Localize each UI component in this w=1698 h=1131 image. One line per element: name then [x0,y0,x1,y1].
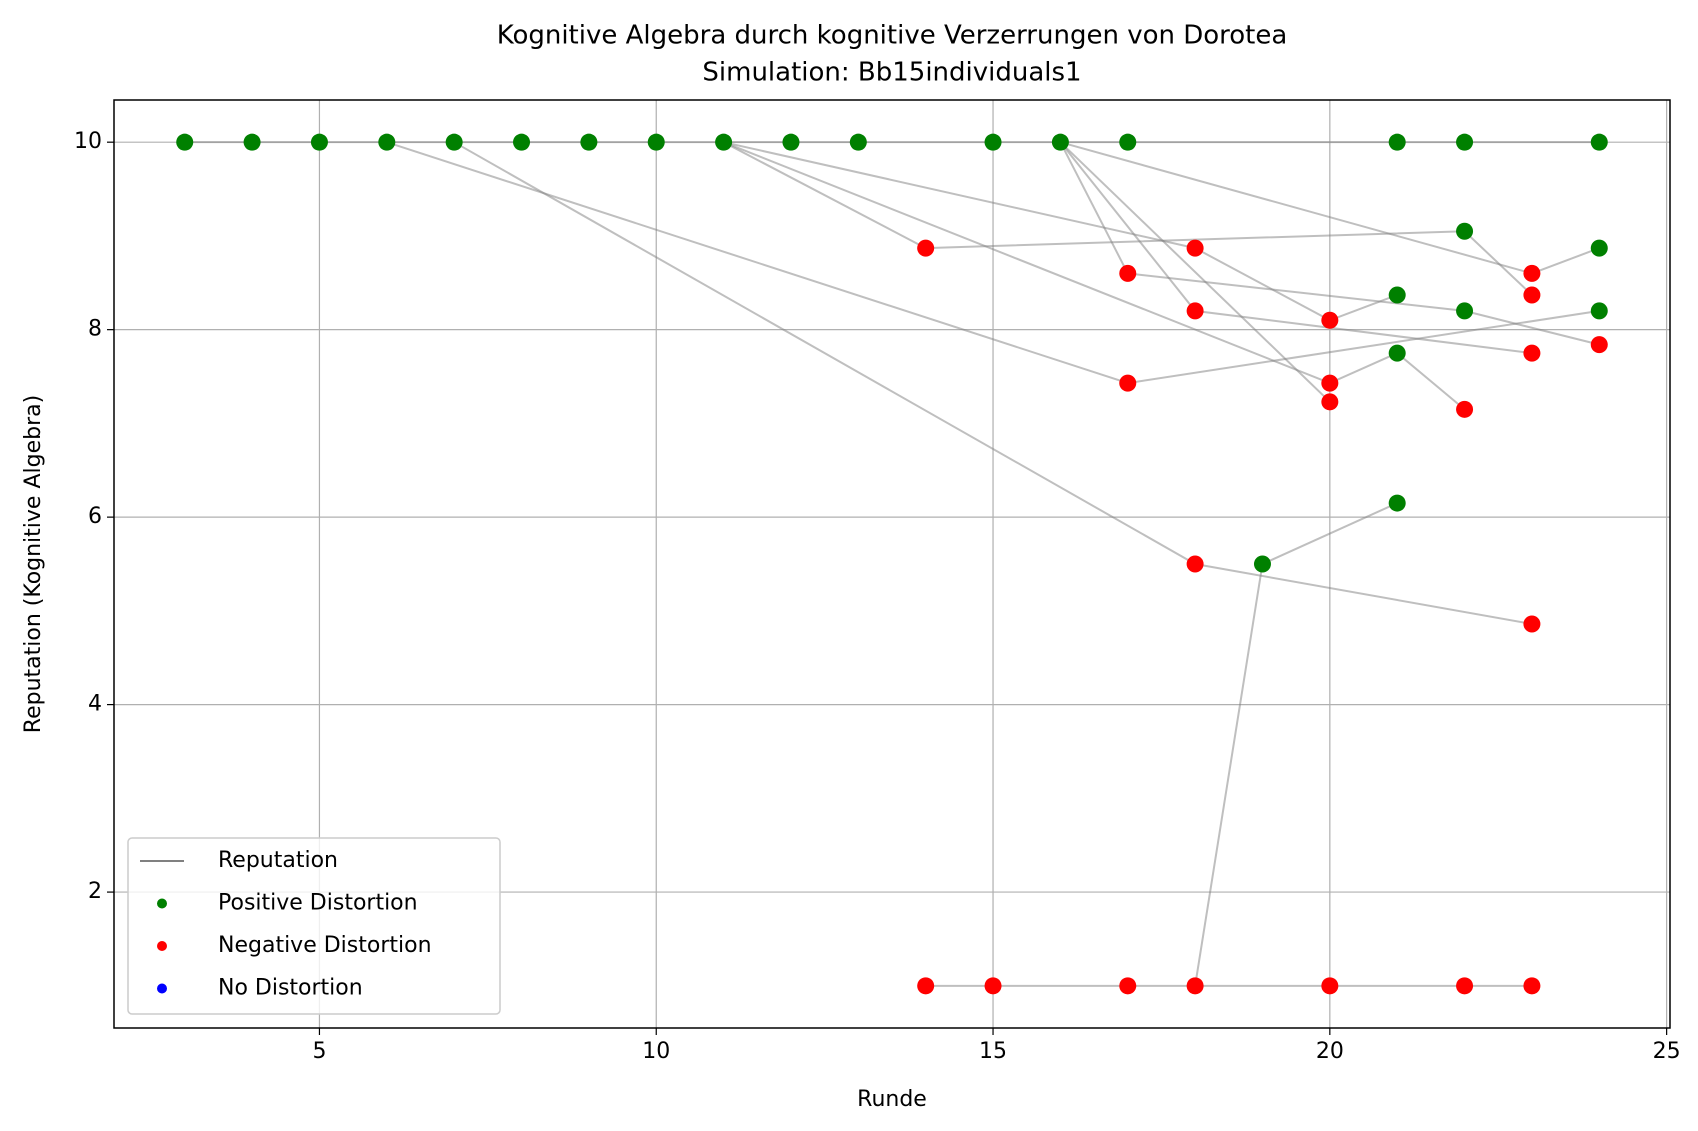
legend-box [127,837,501,1015]
data-point [715,133,733,151]
data-point [1456,302,1474,320]
data-point [1119,977,1137,995]
y-tick-label: 2 [88,879,102,904]
data-point [243,133,261,151]
reputation-line [1059,141,1533,355]
legend-marker [157,941,167,951]
data-point [1051,133,1069,151]
reputation-line [723,141,1466,411]
data-point [1523,977,1541,995]
legend-label: Positive Distortion [218,891,418,916]
data-point [378,133,396,151]
y-tick-label: 10 [74,129,102,154]
data-point [1186,977,1204,995]
data-point [1388,344,1406,362]
data-point [647,133,665,151]
legend-label: Negative Distortion [218,933,432,958]
data-point [1186,555,1204,573]
data-point [1321,374,1339,392]
x-tick-label: 5 [312,1039,326,1064]
data-point [1523,344,1541,362]
data-point [1388,286,1406,304]
data-point [1590,239,1608,257]
legend-label: Reputation [218,848,338,873]
data-point [1590,133,1608,151]
x-tick-label: 10 [642,1039,670,1064]
data-point [176,133,194,151]
data-point [1119,374,1137,392]
data-point [849,133,867,151]
data-point [310,133,328,151]
data-point [445,133,463,151]
data-point [917,977,935,995]
data-point [1388,133,1406,151]
y-tick-label: 4 [88,692,102,717]
y-axis-label: Reputation (Kognitive Algebra) [21,395,46,733]
x-tick-label: 25 [1653,1039,1681,1064]
data-point [1523,615,1541,633]
x-tick-label: 20 [1316,1039,1344,1064]
data-point [984,977,1002,995]
y-tick-label: 8 [88,317,102,342]
data-point [1456,400,1474,418]
legend-label: No Distortion [218,976,363,1001]
x-tick-label: 15 [979,1039,1007,1064]
data-point [1321,311,1339,329]
data-point [1119,133,1137,151]
data-point [513,133,531,151]
legend-marker [157,983,167,994]
reputation-line [1059,141,1600,346]
data-point [1523,264,1541,282]
legend-marker [157,898,167,909]
data-point [1388,494,1406,512]
data-point [984,133,1002,151]
reputation-line [925,502,1398,987]
data-point [1590,302,1608,320]
data-point [1186,239,1204,257]
data-point [917,239,935,257]
data-point [782,133,800,151]
plot-frame [113,99,1671,1029]
chart-subtitle: Simulation: Bb15individuals1 [702,58,1081,88]
data-point [1456,222,1474,240]
data-point [1456,133,1474,151]
chart-title: Kognitive Algebra durch kognitive Verzer… [497,21,1288,51]
data-point [1456,977,1474,995]
legend: Reputation Positive Distortion Negative Di… [127,837,501,1015]
x-axis-label: Runde [857,1087,927,1112]
data-point [1119,264,1137,282]
data-point [1523,286,1541,304]
data-point [1321,977,1339,995]
data-point [1590,336,1608,354]
data-point [1253,555,1271,573]
y-tick-label: 6 [88,504,102,529]
reputation-line [723,141,1398,322]
reputation-line [1059,141,1331,403]
data-point [580,133,598,151]
data-point [1321,393,1339,411]
data-point [1186,302,1204,320]
